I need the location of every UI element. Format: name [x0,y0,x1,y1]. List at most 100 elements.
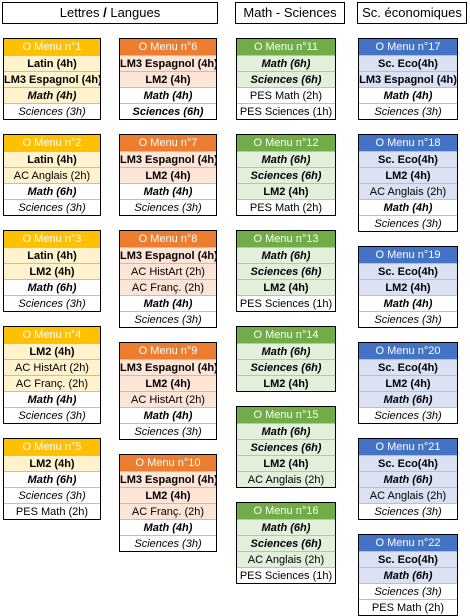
menu-10-card: O Menu n°10 LM3 Espagnol (4h) LM2 (4h) A… [119,454,217,552]
menu-6-title: O Menu n°6 [120,39,216,55]
menu-7-card: O Menu n°7 LM3 Espagnol (4h) LM2 (4h) Ma… [119,134,217,216]
menu-4-row-4: Math (4h) [4,391,100,407]
menu-9-row-5: Sciences (3h) [120,423,216,439]
header-sc-economiques: Sc. économiques [357,2,467,24]
menu-2-row-3: Math (6h) [4,183,100,199]
menu-14-title: O Menu n°14 [237,327,335,343]
menu-3-row-4: Sciences (3h) [4,295,100,311]
menu-19-row-1: Sc. Eco(4h) [359,263,457,279]
menu-1-row-3: Math (4h) [4,87,100,103]
menu-11-row-3: PES Math (2h) [237,87,335,103]
menu-9-row-2: LM2 (4h) [120,375,216,391]
menu-10-row-2: LM2 (4h) [120,487,216,503]
menu-10-row-5: Sciences (3h) [120,535,216,551]
menu-17-title: O Menu n°17 [359,39,457,55]
menu-17-row-2: LM3 Espagnol (4h) [359,71,457,87]
menu-12-card: O Menu n°12 Math (6h) Sciences (6h) LM2 … [236,134,336,216]
menu-4-row-1: LM2 (4h) [4,343,100,359]
menu-13-row-4: PES Sciences (1h) [237,295,335,311]
menu-2-row-1: Latin (4h) [4,151,100,167]
menu-1-row-2: LM3 Espagnol (4h) [4,71,100,87]
menu-18-row-4: Math (4h) [359,199,457,215]
menu-18-title: O Menu n°18 [359,135,457,151]
menu-13-row-2: Sciences (6h) [237,263,335,279]
menu-10-row-4: Math (4h) [120,519,216,535]
menu-16-row-4: PES Sciences (1h) [237,567,335,583]
menu-14-row-2: Sciences (6h) [237,359,335,375]
menu-18-row-2: LM2 (4h) [359,167,457,183]
menu-22-row-4: PES Math (2h) [359,599,457,615]
menu-18-card: O Menu n°18 Sc. Eco(4h) LM2 (4h) AC Angl… [358,134,458,232]
menu-12-row-3: LM2 (4h) [237,183,335,199]
menu-22-row-2: Math (6h) [359,567,457,583]
menu-17-card: O Menu n°17 Sc. Eco(4h) LM3 Espagnol (4h… [358,38,458,120]
menu-5-row-3: Sciences (3h) [4,487,100,503]
menu-8-title: O Menu n°8 [120,231,216,247]
menu-4-card: O Menu n°4 LM2 (4h) AC HistArt (2h) AC F… [3,326,101,424]
menu-20-row-4: Sciences (3h) [359,407,457,423]
menu-6-row-3: Math (4h) [120,87,216,103]
menu-10-row-1: LM3 Espagnol (4h) [120,471,216,487]
menu-11-card: O Menu n°11 Math (6h) Sciences (6h) PES … [236,38,336,120]
menu-5-row-4: PES Math (2h) [4,503,100,519]
menu-16-row-2: Sciences (6h) [237,535,335,551]
menu-19-row-4: Sciences (3h) [359,311,457,327]
menu-8-row-4: Math (4h) [120,295,216,311]
menu-5-row-1: LM2 (4h) [4,455,100,471]
menu-19-row-2: LM2 (4h) [359,279,457,295]
menu-18-row-5: Sciences (3h) [359,215,457,231]
menu-8-row-1: LM3 Espagnol (4h) [120,247,216,263]
menu-2-row-4: Sciences (3h) [4,199,100,215]
menu-16-row-1: Math (6h) [237,519,335,535]
menu-15-row-4: AC Anglais (2h) [237,471,335,487]
menu-4-row-2: AC HistArt (2h) [4,359,100,375]
menu-6-card: O Menu n°6 LM3 Espagnol (4h) LM2 (4h) Ma… [119,38,217,120]
menu-10-row-3: AC Franç. (2h) [120,503,216,519]
menu-12-title: O Menu n°12 [237,135,335,151]
menu-22-row-1: Sc. Eco(4h) [359,551,457,567]
menu-19-title: O Menu n°19 [359,247,457,263]
menu-2-card: O Menu n°2 Latin (4h) AC Anglais (2h) Ma… [3,134,101,216]
menu-2-title: O Menu n°2 [4,135,100,151]
menu-2-row-2: AC Anglais (2h) [4,167,100,183]
menu-4-row-3: AC Franç. (2h) [4,375,100,391]
menu-12-row-1: Math (6h) [237,151,335,167]
menu-5-row-2: Math (6h) [4,471,100,487]
menu-20-row-3: Math (6h) [359,391,457,407]
header-math-sciences: Math - Sciences [235,2,345,24]
menu-7-row-3: Math (4h) [120,183,216,199]
menu-4-title: O Menu n°4 [4,327,100,343]
menu-5-card: O Menu n°5 LM2 (4h) Math (6h) Sciences (… [3,438,101,520]
header-lettres-text: Lettres [59,5,104,20]
menu-3-row-3: Math (6h) [4,279,100,295]
menu-9-title: O Menu n°9 [120,343,216,359]
menu-7-title: O Menu n°7 [120,135,216,151]
menu-22-row-3: Sciences (3h) [359,583,457,599]
header-langues-text: Langues [106,5,161,20]
menu-8-card: O Menu n°8 LM3 Espagnol (4h) AC HistArt … [119,230,217,328]
menu-13-row-1: Math (6h) [237,247,335,263]
menu-21-row-3: AC Anglais (2h) [359,487,457,503]
menu-11-title: O Menu n°11 [237,39,335,55]
menu-9-row-4: Math (4h) [120,407,216,423]
menu-16-title: O Menu n°16 [237,503,335,519]
menu-16-card: O Menu n°16 Math (6h) Sciences (6h) AC A… [236,502,336,584]
header-lettres-langues: Lettres / Langues [2,2,218,24]
menu-9-row-3: AC HistArt (2h) [120,391,216,407]
menu-9-row-1: LM3 Espagnol (4h) [120,359,216,375]
menu-14-row-1: Math (6h) [237,343,335,359]
menu-13-card: O Menu n°13 Math (6h) Sciences (6h) LM2 … [236,230,336,312]
menu-18-row-3: AC Anglais (2h) [359,183,457,199]
menu-14-row-3: LM2 (4h) [237,375,335,391]
menu-20-row-1: Sc. Eco(4h) [359,359,457,375]
menu-22-title: O Menu n°22 [359,535,457,551]
menu-8-row-3: AC Franç. (2h) [120,279,216,295]
menu-21-title: O Menu n°21 [359,439,457,455]
menu-17-row-1: Sc. Eco(4h) [359,55,457,71]
menu-8-row-2: AC HistArt (2h) [120,263,216,279]
menu-6-row-4: Sciences (6h) [120,103,216,119]
menu-19-card: O Menu n°19 Sc. Eco(4h) LM2 (4h) Math (4… [358,246,458,328]
menu-19-row-3: Math (4h) [359,295,457,311]
menu-15-row-2: Sciences (6h) [237,439,335,455]
menu-21-row-4: Sciences (3h) [359,503,457,519]
